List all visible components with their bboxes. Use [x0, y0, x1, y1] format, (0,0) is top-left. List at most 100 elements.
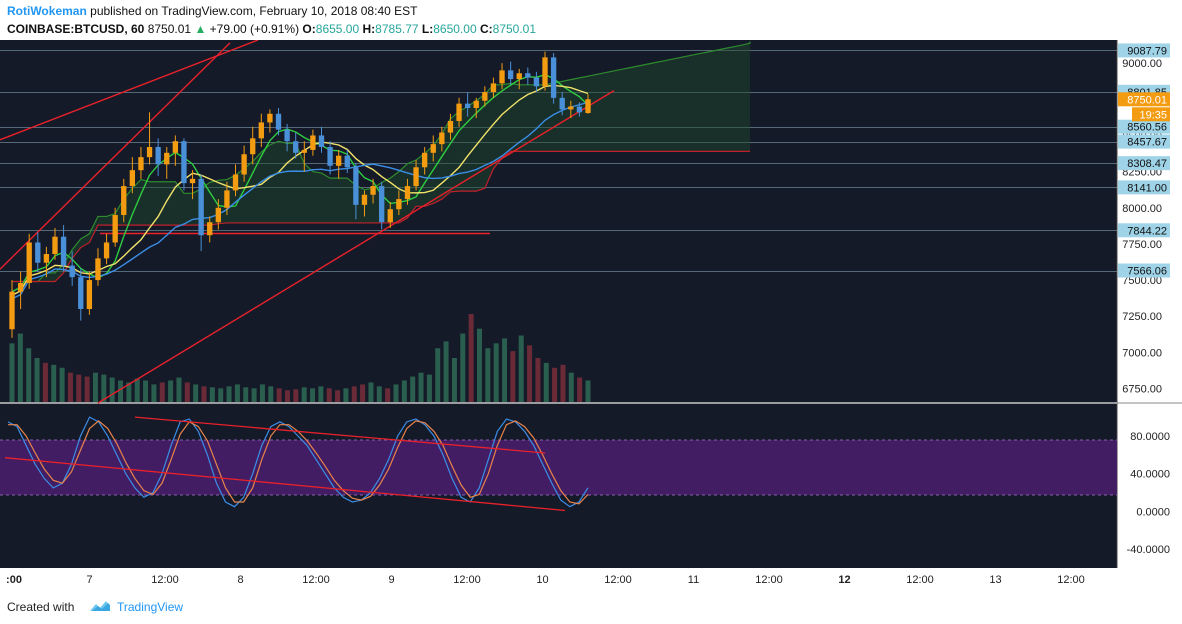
- candle-body: [336, 155, 342, 166]
- volume-bar: [460, 333, 466, 402]
- volume-bar: [276, 388, 282, 402]
- candle-body: [95, 258, 101, 281]
- volume-bar: [418, 372, 424, 402]
- candle-body: [78, 277, 84, 309]
- volume-bar: [376, 386, 382, 402]
- volume-bar: [435, 348, 441, 402]
- price-change: +79.00 (+0.91%): [209, 22, 300, 36]
- time-tick-label: 9: [388, 574, 394, 586]
- tradingview-link[interactable]: TradingView: [117, 600, 184, 614]
- level-badge: [1118, 180, 1170, 195]
- moving-averages: [11, 73, 589, 300]
- volume-bar: [118, 380, 124, 402]
- published-text: published on TradingView.com, February 1…: [90, 4, 418, 18]
- close-value: 8750.01: [492, 22, 537, 36]
- volume-bar: [109, 377, 115, 402]
- chart-header: RotiWokeman published on TradingView.com…: [0, 0, 1182, 40]
- candle-body: [69, 265, 75, 278]
- volume-bar: [159, 382, 165, 402]
- candle-body: [241, 154, 247, 175]
- candle-body: [146, 147, 153, 158]
- candle-body: [189, 178, 196, 184]
- price-chart[interactable]: 9000.008750.008500.008250.008000.007750.…: [0, 40, 1182, 590]
- volume-bar: [184, 382, 190, 402]
- volume-bar: [201, 386, 207, 402]
- volume-bar: [67, 372, 73, 402]
- volume-bar: [493, 343, 499, 402]
- channel-mid-line: [0, 42, 231, 270]
- trend-channel: [0, 40, 615, 404]
- volume-bar: [385, 388, 391, 402]
- volume-bar: [84, 376, 90, 402]
- volume-bar: [226, 386, 232, 402]
- time-tick-label: 12:00: [1057, 574, 1085, 586]
- volume-bar: [193, 384, 199, 402]
- volume-bar: [176, 377, 182, 402]
- volume-bar: [243, 387, 249, 402]
- publish-line: RotiWokeman published on TradingView.com…: [7, 4, 417, 18]
- candle-body: [310, 135, 316, 150]
- candle-body: [138, 157, 144, 171]
- volume-bar: [101, 374, 107, 402]
- price-tick-label: 7500.00: [1122, 275, 1162, 287]
- volume-bar: [34, 358, 40, 402]
- stoch-trendline-lower: [4, 457, 566, 512]
- candle-body: [576, 106, 583, 113]
- stoch-tick-label: 40.0000: [1130, 469, 1170, 481]
- volume-bar: [543, 362, 549, 402]
- footer: Created with TradingView: [0, 590, 1182, 624]
- stoch-k-line: [7, 416, 589, 508]
- candle-body: [258, 122, 264, 139]
- candle-body: [301, 149, 307, 153]
- moving-average-line: [11, 101, 589, 300]
- current-price-badge: [1118, 92, 1170, 107]
- stoch-trendline-upper: [134, 416, 546, 454]
- candle-body: [353, 167, 359, 205]
- candle-body: [533, 77, 540, 87]
- volume-bar: [143, 380, 149, 402]
- candle-body: [43, 254, 50, 263]
- price-level-badges: 9087.798801.858560.568457.678308.478141.…: [1118, 43, 1170, 278]
- time-tick-label: :00: [6, 574, 22, 586]
- volume-bar: [42, 362, 48, 402]
- author-link[interactable]: RotiWokeman: [7, 4, 87, 18]
- candles: [9, 51, 591, 338]
- stoch-axis-labels: 80.0000 40.0000 0.0000 -40.0000: [1127, 431, 1170, 556]
- candle-body: [232, 174, 239, 191]
- volume-bar: [17, 333, 23, 402]
- stochastic-oscillator: [4, 416, 589, 512]
- countdown-label: 19:35: [1139, 109, 1167, 121]
- level-badge-label: 9087.79: [1127, 45, 1167, 57]
- symbol-line: COINBASE:BTCUSD, 60 8750.01 ▲ +79.00 (+0…: [7, 22, 536, 36]
- candle-body: [404, 186, 411, 200]
- candle-body: [568, 106, 574, 110]
- level-badge: [1118, 223, 1170, 238]
- candle-body: [155, 147, 161, 165]
- volume-bar: [585, 380, 591, 402]
- volume-bar: [126, 382, 132, 402]
- candle-body: [60, 236, 67, 266]
- cloud-fill: [12, 41, 750, 282]
- level-badge: [1118, 263, 1170, 278]
- volume-bar: [268, 386, 274, 402]
- volume-bar: [259, 384, 265, 402]
- candle-body: [542, 57, 548, 87]
- candle-body: [86, 280, 93, 309]
- candle-body: [525, 73, 531, 78]
- countdown-badge: [1132, 107, 1170, 122]
- time-tick-label: 7: [86, 574, 92, 586]
- level-badge-label: 7844.22: [1127, 225, 1167, 237]
- candle-body: [26, 242, 32, 283]
- candle-body: [327, 147, 333, 166]
- candle-body: [421, 152, 428, 168]
- volume-bar: [234, 384, 240, 402]
- volume-bar: [552, 367, 558, 402]
- candle-body: [215, 207, 221, 223]
- volume-bar: [318, 386, 324, 402]
- volume-bar: [351, 386, 357, 402]
- time-tick-label: 12:00: [151, 574, 179, 586]
- low-value: 8650.00: [433, 22, 477, 36]
- channel-lower-line: [97, 90, 615, 404]
- tradingview-logo-icon: [90, 601, 110, 611]
- volume-bar: [51, 364, 57, 402]
